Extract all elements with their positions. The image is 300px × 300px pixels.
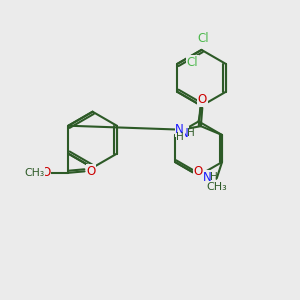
Text: N: N xyxy=(180,127,188,140)
Text: O: O xyxy=(86,165,96,178)
Text: Cl: Cl xyxy=(197,32,209,45)
Text: H: H xyxy=(210,172,218,182)
Text: O: O xyxy=(194,165,203,178)
Text: CH₃: CH₃ xyxy=(24,168,45,178)
Text: N: N xyxy=(175,123,184,136)
Text: H: H xyxy=(187,128,194,138)
Text: N: N xyxy=(203,171,212,184)
Text: H: H xyxy=(176,132,184,142)
Text: O: O xyxy=(198,93,207,106)
Text: O: O xyxy=(41,166,50,179)
Text: CH₃: CH₃ xyxy=(206,182,227,191)
Text: Cl: Cl xyxy=(187,56,198,69)
